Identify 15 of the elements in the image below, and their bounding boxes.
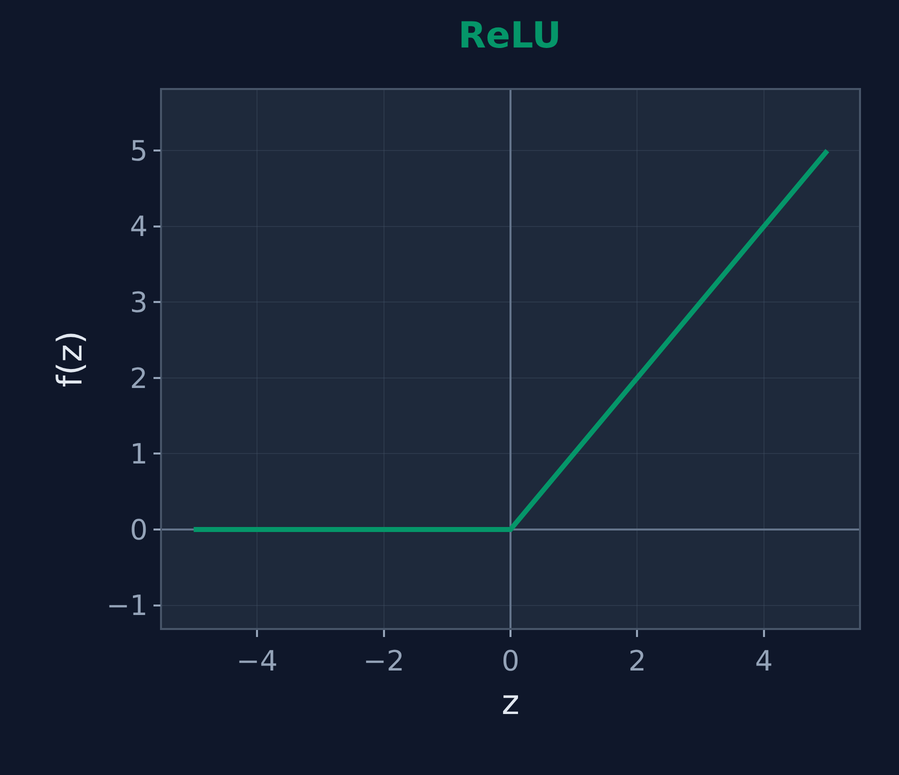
x-tick-label: 2 bbox=[628, 644, 646, 678]
y-axis-title: f(z) bbox=[50, 330, 90, 388]
x-axis-title: z bbox=[502, 683, 520, 724]
x-tick-label: −4 bbox=[236, 644, 278, 678]
y-tick-label: 5 bbox=[130, 134, 148, 168]
x-tick-label: 4 bbox=[755, 644, 773, 678]
x-tick-label: −2 bbox=[363, 644, 404, 678]
y-tick-label: 0 bbox=[130, 513, 148, 546]
y-tick-label: −1 bbox=[106, 589, 148, 622]
y-tick-label: 2 bbox=[130, 362, 148, 395]
y-tick-label: 4 bbox=[130, 210, 148, 244]
x-tick-label: 0 bbox=[502, 644, 520, 678]
chart-title: ReLU bbox=[458, 15, 562, 56]
y-tick-label: 1 bbox=[130, 438, 148, 471]
y-tick-label: 3 bbox=[130, 286, 148, 319]
